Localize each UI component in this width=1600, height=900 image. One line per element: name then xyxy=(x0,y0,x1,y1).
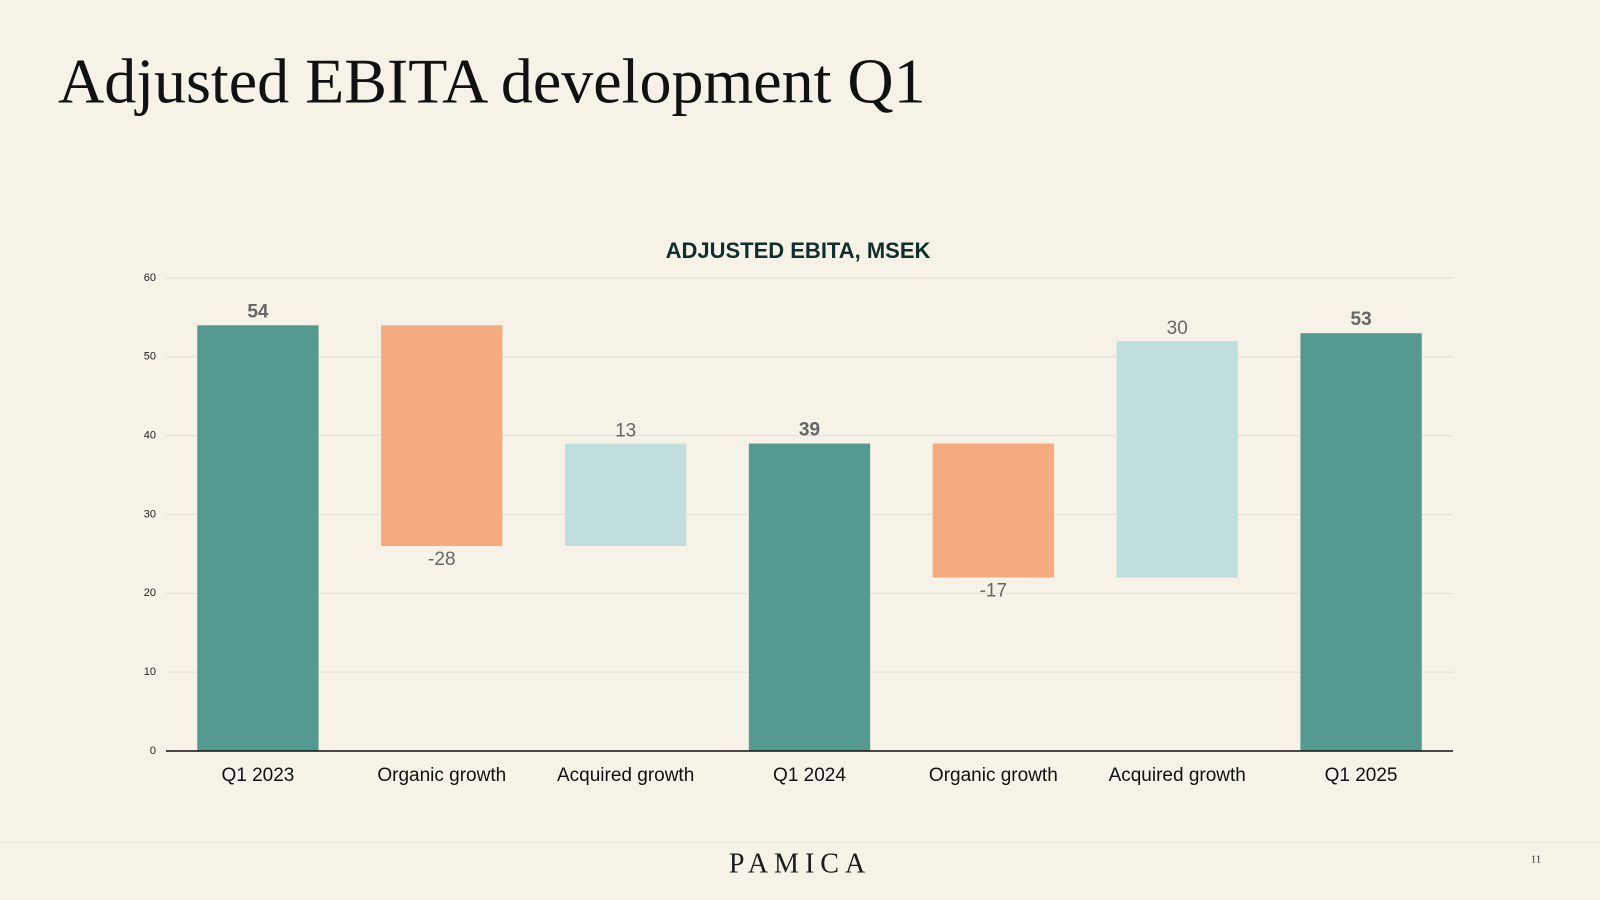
value-label: 39 xyxy=(799,420,820,441)
y-tick-label: 30 xyxy=(144,508,156,520)
value-label: -28 xyxy=(428,549,455,570)
chart-title: ADJUSTED EBITA, MSEK xyxy=(666,238,931,263)
y-tick-label: 10 xyxy=(144,666,156,678)
logo: PAMICA xyxy=(729,848,871,879)
value-label: 53 xyxy=(1351,309,1372,330)
bar xyxy=(748,443,871,751)
x-tick-label: Q1 2023 xyxy=(221,765,294,786)
y-tick-label: 50 xyxy=(144,351,156,363)
bar xyxy=(381,325,503,547)
bar xyxy=(564,443,687,547)
page-number: 11 xyxy=(1531,854,1542,866)
bar xyxy=(1300,333,1422,751)
y-tick-label: 60 xyxy=(144,272,156,284)
x-tick-label: Organic growth xyxy=(377,765,506,786)
x-tick-label: Q1 2025 xyxy=(1325,765,1398,786)
bar xyxy=(932,443,1055,578)
bar xyxy=(1116,341,1238,578)
value-label: 13 xyxy=(615,421,636,442)
bar xyxy=(197,325,319,751)
x-tick-label: Acquired growth xyxy=(1109,765,1246,786)
value-label: -17 xyxy=(980,581,1007,602)
x-tick-label: Organic growth xyxy=(929,765,1058,786)
y-tick-label: 0 xyxy=(150,745,156,757)
x-tick-label: Acquired growth xyxy=(557,765,694,786)
slide-title: Adjusted EBITA development Q1 xyxy=(58,46,926,117)
y-tick-label: 20 xyxy=(144,587,156,599)
x-tick-label: Q1 2024 xyxy=(773,765,846,786)
value-label: 30 xyxy=(1167,318,1188,339)
y-tick-label: 40 xyxy=(144,430,156,442)
value-label: 54 xyxy=(247,301,269,322)
